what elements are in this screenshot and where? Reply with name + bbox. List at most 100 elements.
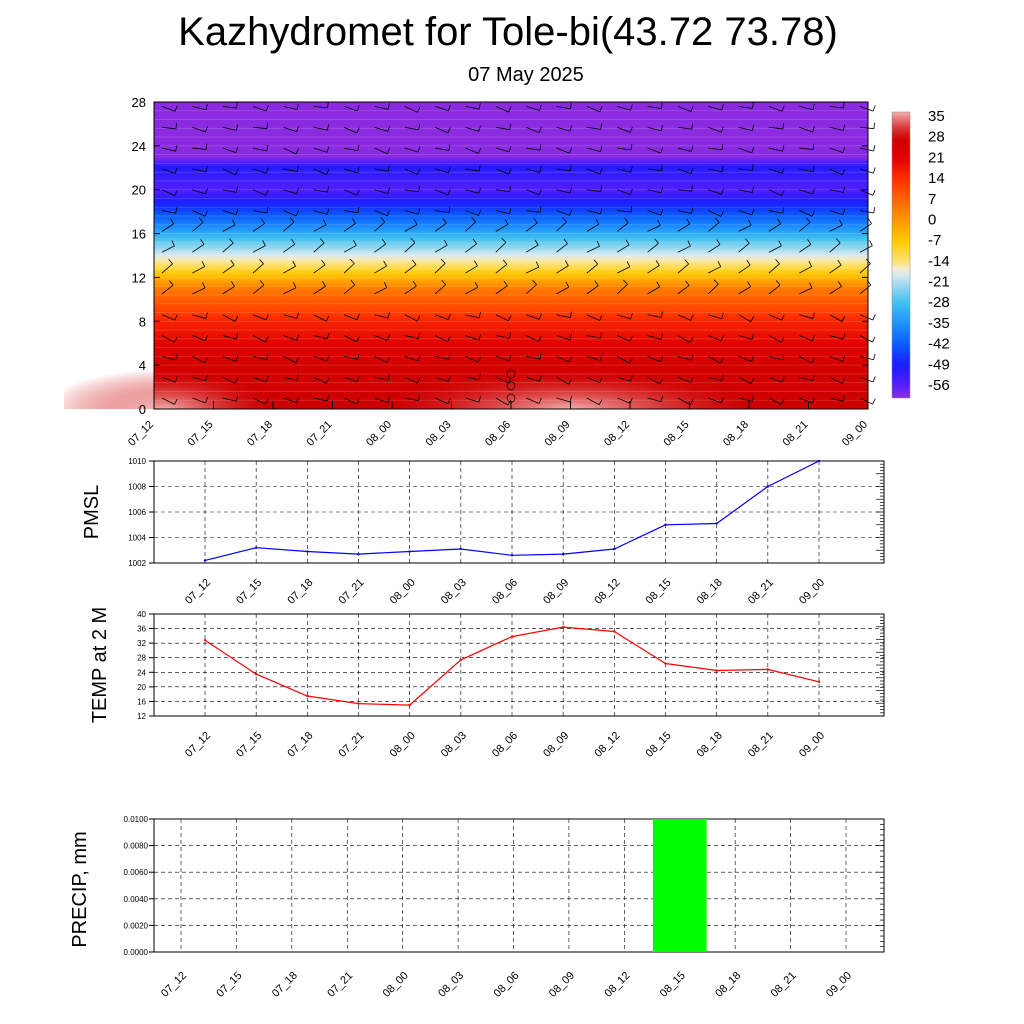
wind-barb-flag — [235, 208, 239, 215]
wind-barb — [526, 168, 540, 173]
wind-barb — [556, 314, 571, 319]
x-tick-label: 08_00 — [388, 730, 418, 760]
wind-barb — [829, 210, 844, 216]
wind-barb — [586, 335, 601, 339]
wind-barb — [586, 397, 600, 406]
wind-barb-flag — [775, 259, 780, 265]
wind-barb — [586, 223, 600, 232]
wind-barb — [343, 335, 357, 343]
wind-barb-flag — [752, 102, 754, 109]
wind-barb — [708, 356, 721, 364]
wind-barb-flag — [327, 101, 329, 108]
wind-barb-flag — [319, 238, 325, 244]
wind-barb — [556, 189, 571, 194]
wind-barb-flag — [259, 258, 264, 264]
wind-barb-flag — [478, 209, 482, 216]
wind-barb — [556, 335, 570, 341]
wind-barb-flag — [417, 106, 421, 113]
wind-barb — [859, 314, 874, 321]
y-tick-label: 12 — [137, 712, 146, 721]
wind-barb-flag — [231, 281, 235, 287]
wind-barb-flag — [751, 209, 755, 215]
wind-barb-flag — [259, 280, 265, 286]
wind-barb — [708, 266, 721, 274]
wind-barb-flag — [447, 127, 451, 134]
wind-barb-flag — [872, 376, 876, 383]
wind-barb — [738, 189, 753, 194]
wind-barb — [617, 210, 632, 213]
wind-barb-flag — [539, 104, 542, 111]
pmsl-data-point — [203, 559, 207, 562]
x-tick-label: 08_18 — [695, 730, 725, 760]
wind-barb-flag — [418, 394, 421, 401]
wind-barb-flag — [872, 314, 876, 321]
wind-barb — [647, 225, 661, 232]
wind-barb-flag — [387, 374, 390, 381]
wind-barb — [465, 189, 480, 194]
wind-barb — [738, 314, 751, 323]
wind-barb-flag — [296, 165, 299, 172]
wind-barb — [556, 376, 569, 385]
wind-barb-flag — [841, 378, 846, 384]
wind-barb-flag — [321, 281, 326, 287]
wind-barb — [859, 126, 874, 130]
x-tick-label: 07_18 — [285, 730, 315, 760]
wind-barb-flag — [873, 122, 875, 129]
wind-barb-flag — [720, 357, 724, 364]
wind-barb — [192, 126, 206, 133]
wind-barb — [526, 355, 540, 360]
wind-barb — [222, 126, 237, 131]
wind-barb — [708, 376, 722, 382]
wind-barb-flag — [812, 126, 815, 133]
wind-barb — [283, 356, 297, 364]
wind-barb — [829, 335, 844, 340]
x-tick-label: 08_21 — [781, 419, 811, 449]
wind-barb-flag — [685, 280, 690, 286]
wind-barb-flag — [630, 206, 633, 213]
wind-barb — [465, 221, 476, 232]
wind-barb-flag — [655, 260, 660, 266]
wind-barb — [677, 168, 692, 175]
wind-barb — [495, 355, 510, 362]
wind-barb — [465, 168, 480, 172]
wind-barb — [617, 189, 631, 195]
wind-barb-flag — [721, 312, 724, 319]
wind-barb — [374, 287, 388, 295]
wind-barb — [526, 335, 540, 342]
wind-barb — [495, 376, 509, 384]
y-tick-label: 1010 — [128, 457, 146, 466]
wind-barb — [222, 242, 234, 253]
wind-barb-flag — [751, 355, 755, 362]
wind-barb — [404, 106, 418, 113]
wind-barb — [283, 376, 298, 381]
wind-barb-flag — [503, 280, 508, 287]
wind-barb-flag — [538, 188, 542, 195]
wind-barb — [617, 397, 631, 404]
wind-barb-flag — [532, 279, 537, 285]
wind-barb — [435, 106, 449, 112]
wind-barb — [374, 221, 386, 232]
wind-barb — [799, 147, 814, 150]
wind-barb — [829, 242, 841, 253]
temp2m-data-point — [613, 630, 616, 633]
wind-barb — [768, 355, 783, 361]
wind-barb — [434, 263, 446, 274]
wind-barb — [859, 189, 873, 196]
wind-barb-flag — [660, 311, 663, 318]
wind-barb-flag — [539, 375, 542, 382]
wind-barb — [343, 245, 357, 253]
wind-barb — [313, 355, 328, 362]
pmsl-data-point — [408, 550, 411, 553]
wind-barb-flag — [478, 334, 482, 341]
wind-barb-flag — [781, 105, 785, 112]
wind-barb-flag — [265, 336, 269, 343]
wind-barb-flag — [626, 261, 631, 268]
wind-barb — [222, 105, 237, 109]
wind-barb-flag — [325, 315, 330, 322]
wind-barb — [161, 189, 175, 196]
wind-barb — [374, 243, 386, 253]
x-tick-label: 07_21 — [325, 970, 355, 1000]
wind-barb-flag — [412, 280, 417, 287]
wind-barb-flag — [538, 335, 542, 342]
wind-barb — [647, 265, 660, 274]
